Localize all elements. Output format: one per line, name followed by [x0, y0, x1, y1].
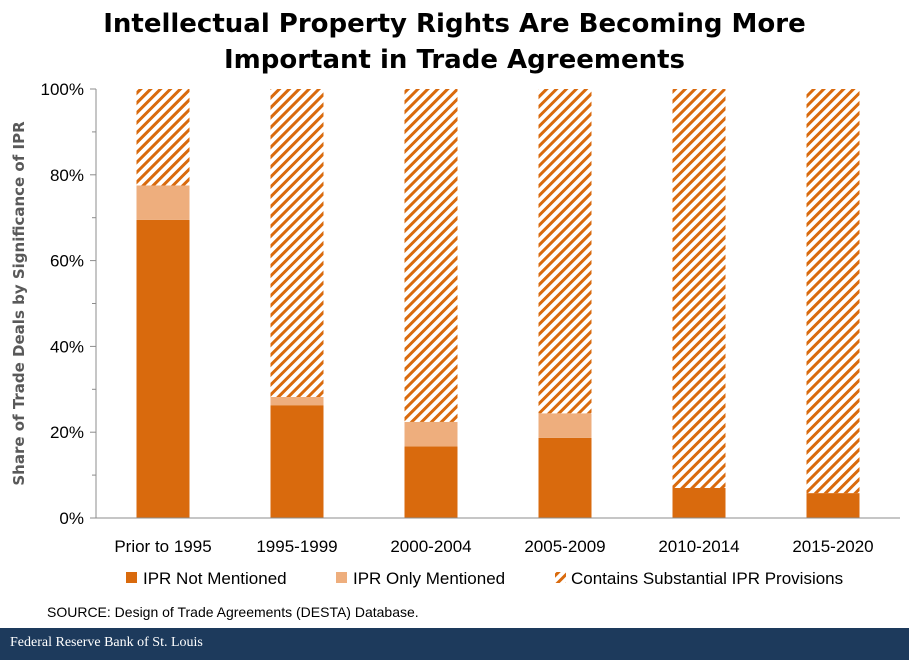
bar-substantial-ipr: [806, 89, 860, 494]
source-note: SOURCE: Design of Trade Agreements (DEST…: [47, 604, 419, 620]
legend: IPR Not Mentioned IPR Only Mentioned Conta…: [126, 569, 843, 588]
x-tick-label: 1995-1999: [256, 537, 337, 556]
legend-swatch: [555, 572, 566, 583]
chart-area: Prior to 1995 1995-1999 2000-2004 2005-2009…: [10, 80, 900, 588]
x-tick-label: Prior to 1995: [114, 537, 211, 556]
legend-label: Contains Substantial IPR Provisions: [571, 569, 843, 588]
y-axis-title: Share of Trade Deals by Significance of …: [10, 121, 28, 486]
chart-title-line-1: Intellectual Property Rights Are Becomin…: [103, 9, 806, 39]
y-tick-label: 100%: [41, 80, 84, 99]
x-tick-label: 2015-2020: [792, 537, 873, 556]
bar-ipr-not-mentioned: [136, 219, 190, 519]
legend-swatch: [336, 572, 347, 583]
bar-ipr-not-mentioned: [404, 446, 458, 518]
legend-label: IPR Only Mentioned: [353, 569, 505, 588]
bar-ipr-not-mentioned: [538, 437, 592, 518]
bar-ipr-only-mentioned: [270, 397, 324, 406]
bar-substantial-ipr: [270, 89, 324, 397]
bar-ipr-only-mentioned: [136, 185, 190, 220]
x-tick-label: 2000-2004: [390, 537, 471, 556]
bar-substantial-ipr: [136, 89, 190, 186]
legend-swatch: [126, 572, 137, 583]
bar-ipr-only-mentioned: [404, 421, 458, 447]
legend-item-ipr-only-mentioned: IPR Only Mentioned: [336, 569, 505, 588]
chart-title: Intellectual Property Rights Are Becomin…: [0, 6, 909, 78]
bar-ipr-not-mentioned: [672, 488, 726, 518]
bar-ipr-not-mentioned: [270, 405, 324, 518]
x-tick-label: 2005-2009: [524, 537, 605, 556]
y-tick-label: 40%: [50, 337, 84, 356]
bar-ipr-only-mentioned: [538, 413, 592, 438]
legend-item-ipr-not-mentioned: IPR Not Mentioned: [126, 569, 287, 588]
bar-ipr-not-mentioned: [806, 493, 860, 518]
footer-bar: Federal Reserve Bank of St. Louis: [0, 628, 909, 660]
footer-text: Federal Reserve Bank of St. Louis: [10, 635, 203, 650]
legend-item-substantial-ipr: Contains Substantial IPR Provisions: [555, 569, 843, 588]
bar-substantial-ipr: [404, 89, 458, 422]
y-tick-label: 20%: [50, 423, 84, 442]
x-tick-label: 2010-2014: [658, 537, 739, 556]
chart-title-line-2: Important in Trade Agreements: [223, 45, 685, 75]
y-tick-label: 80%: [50, 166, 84, 185]
bar-substantial-ipr: [538, 89, 592, 414]
bar-substantial-ipr: [672, 89, 726, 488]
axis-layer: Prior to 1995 1995-1999 2000-2004 2005-2009…: [10, 80, 900, 556]
y-tick-label: 0%: [59, 509, 84, 528]
bars-layer: [136, 89, 860, 519]
legend-label: IPR Not Mentioned: [143, 569, 287, 588]
y-tick-label: 60%: [50, 252, 84, 271]
